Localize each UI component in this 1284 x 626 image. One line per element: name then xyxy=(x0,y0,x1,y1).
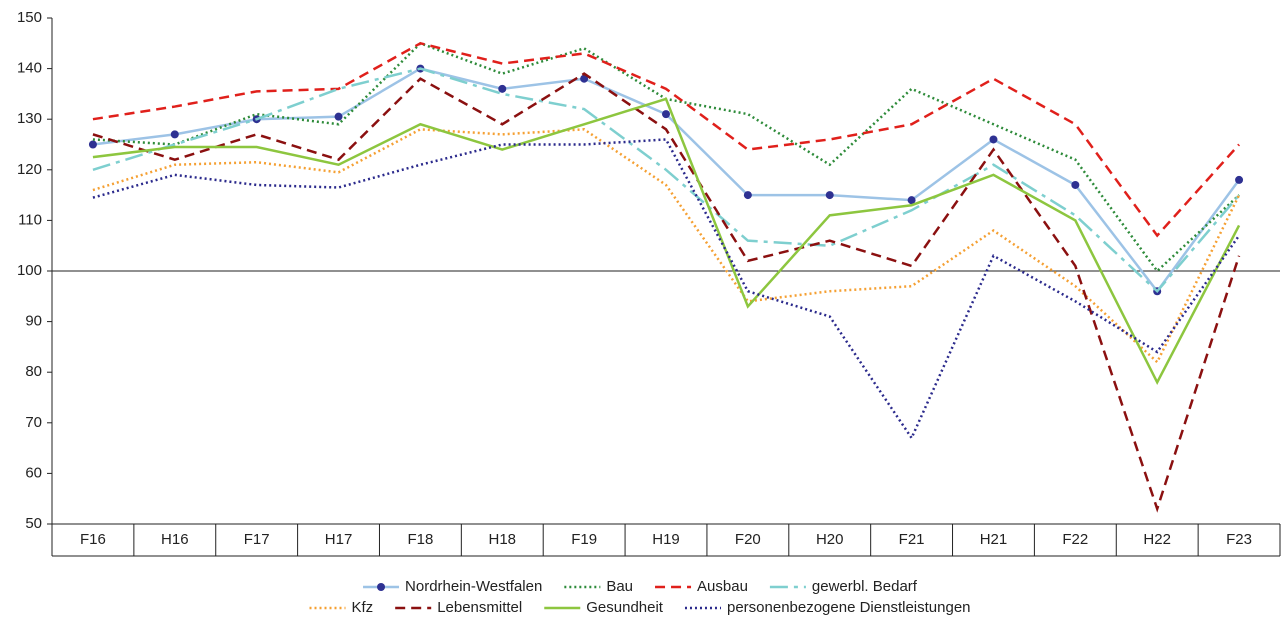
legend-label: Kfz xyxy=(352,599,374,616)
series-line xyxy=(92,97,1241,386)
x-tick-label: H19 xyxy=(652,531,680,548)
y-tick-label: 130 xyxy=(17,110,42,127)
x-tick-label: F17 xyxy=(244,531,270,548)
legend-label: Lebensmittel xyxy=(437,599,522,616)
x-tick-label: H18 xyxy=(489,531,517,548)
y-tick-label: 110 xyxy=(18,211,42,228)
x-tick-label: H22 xyxy=(1143,531,1171,548)
legend-label: personenbezogene Dienstleistungen xyxy=(727,599,971,616)
y-tick-label: 60 xyxy=(25,464,42,481)
point xyxy=(662,110,670,119)
point xyxy=(907,196,916,205)
series-line xyxy=(92,72,1241,513)
point xyxy=(1071,180,1080,189)
point xyxy=(1235,175,1244,184)
y-tick-label: 140 xyxy=(17,60,42,77)
x-tick-label: H21 xyxy=(980,531,1008,548)
y-tick-label: 90 xyxy=(25,313,42,330)
x-tick-label: H20 xyxy=(816,531,844,548)
x-tick-label: F23 xyxy=(1226,531,1252,548)
y-tick-label: 150 xyxy=(17,9,42,26)
y-tick-label: 70 xyxy=(25,414,42,431)
x-tick-label: F22 xyxy=(1062,531,1088,548)
legend-label: Ausbau xyxy=(697,578,748,595)
x-tick-label: F16 xyxy=(80,531,106,548)
y-tick-label: 100 xyxy=(17,262,42,279)
point xyxy=(334,112,343,121)
legend-label: Nordrhein-Westfalen xyxy=(405,578,542,595)
x-tick-label: F21 xyxy=(899,531,925,548)
point xyxy=(989,135,998,144)
x-tick-label: H17 xyxy=(325,531,353,548)
legend-label: gewerbl. Bedarf xyxy=(812,578,918,595)
legend-marker xyxy=(377,583,386,591)
y-tick-label: 50 xyxy=(25,515,42,532)
point xyxy=(743,191,752,200)
y-tick-label: 80 xyxy=(25,363,42,380)
point xyxy=(825,191,834,200)
x-tick-label: F20 xyxy=(735,531,761,548)
legend-label: Gesundheit xyxy=(586,599,664,616)
series-line xyxy=(92,67,1241,294)
y-tick-label: 120 xyxy=(17,161,42,178)
point xyxy=(498,84,507,93)
x-tick-label: F19 xyxy=(571,531,597,548)
x-tick-label: F18 xyxy=(407,531,433,548)
point xyxy=(580,74,589,83)
legend-label: Bau xyxy=(606,578,633,595)
x-tick-label: H16 xyxy=(161,531,189,548)
point xyxy=(88,140,97,149)
point xyxy=(170,130,179,139)
series-line xyxy=(92,41,1240,238)
series-line xyxy=(92,41,1240,273)
series-line xyxy=(92,128,1241,365)
